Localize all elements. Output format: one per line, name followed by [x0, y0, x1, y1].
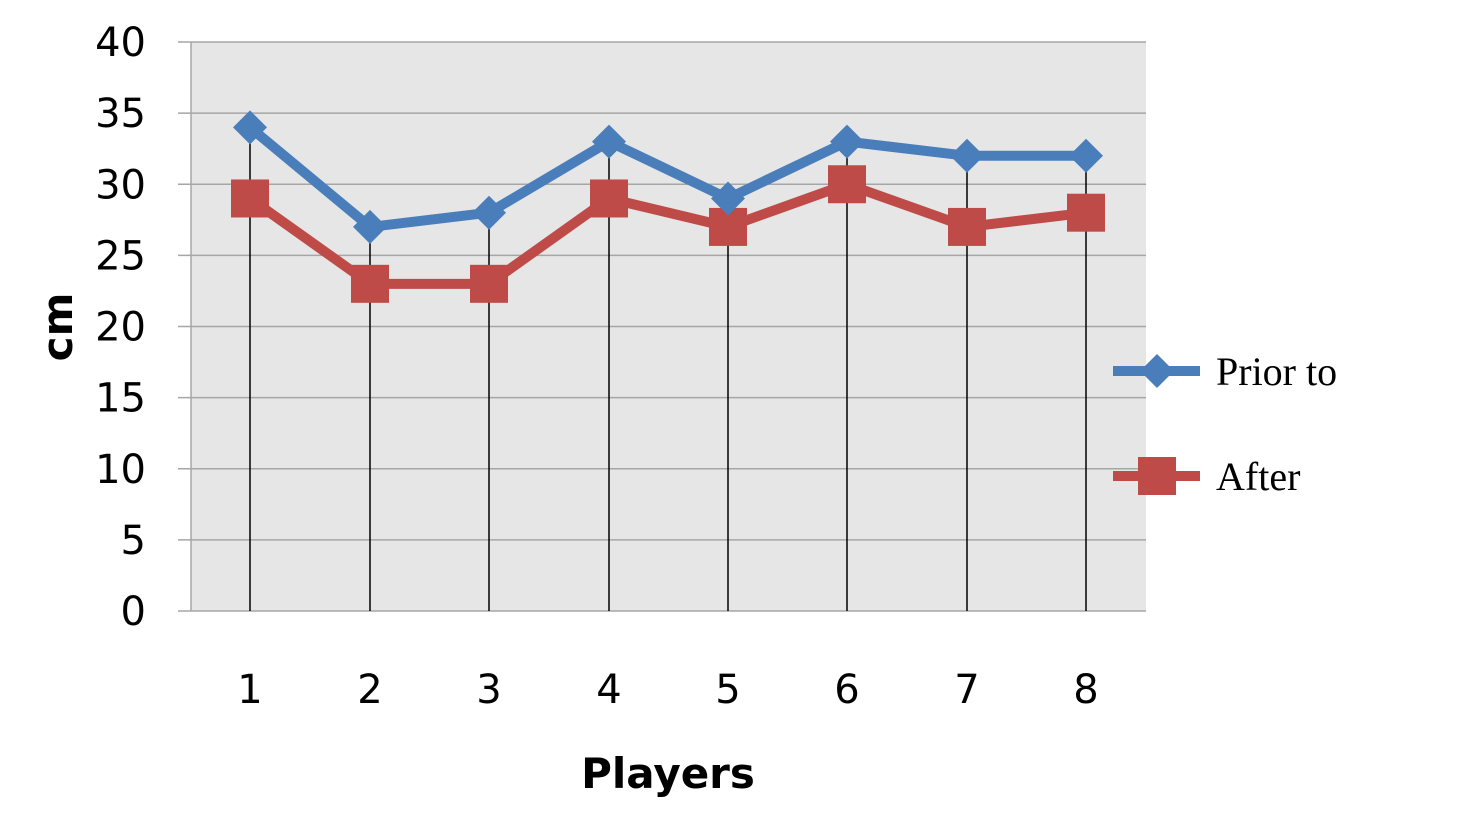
- x-tick-label-4: 4: [596, 667, 621, 713]
- series-lines: [231, 110, 1105, 303]
- series-line-prior-to: [246, 123, 1086, 232]
- legend-label-prior-to: Prior to: [1216, 349, 1337, 394]
- series-line-after: [247, 179, 1087, 289]
- point-after-1: [231, 179, 269, 218]
- x-tick-label-3: 3: [476, 667, 501, 713]
- x-axis-title: Players: [581, 749, 755, 798]
- y-tick-label-30: 30: [95, 162, 146, 208]
- y-tick-label-5: 5: [121, 518, 146, 564]
- point-after-7: [948, 207, 986, 246]
- point-prior-to-3: [472, 195, 506, 230]
- grid-lines: [178, 41, 1146, 612]
- point-prior-to-2: [353, 209, 387, 244]
- x-tick-labels: 1 2 3 4 5 6 7 8: [237, 667, 1098, 713]
- point-after-4: [590, 179, 628, 218]
- x-tick-label-5: 5: [715, 667, 740, 713]
- x-tick-label-6: 6: [834, 667, 859, 713]
- x-tick-label-8: 8: [1073, 667, 1098, 713]
- legend-label-after: After: [1216, 454, 1300, 499]
- y-tick-label-0: 0: [121, 589, 146, 635]
- point-after-8: [1067, 193, 1105, 232]
- y-tick-label-35: 35: [95, 91, 146, 137]
- legend-marker-after: [1138, 457, 1176, 495]
- y-tick-label-10: 10: [95, 447, 146, 493]
- y-axis-title: cm: [33, 293, 82, 362]
- point-prior-to-5: [711, 181, 745, 216]
- legend-marker-prior-to: [1140, 354, 1174, 388]
- y-tick-label-15: 15: [95, 376, 146, 422]
- point-prior-to-1: [233, 110, 267, 145]
- y-tick-label-40: 40: [95, 20, 146, 66]
- y-tick-labels: 0 5 10 15 20 25 30 35 40: [95, 20, 146, 635]
- x-tick-label-2: 2: [357, 667, 382, 713]
- point-after-3: [470, 264, 508, 303]
- point-prior-to-7: [950, 138, 984, 173]
- x-tick-label-7: 7: [954, 667, 979, 713]
- point-prior-to-6: [830, 124, 864, 159]
- point-prior-to-8: [1069, 138, 1103, 173]
- point-prior-to-4: [592, 124, 626, 159]
- y-tick-label-25: 25: [95, 233, 146, 279]
- legend: Prior to After: [1113, 349, 1337, 499]
- point-after-6: [828, 165, 866, 204]
- y-tick-label-20: 20: [95, 305, 146, 351]
- x-tick-label-1: 1: [237, 667, 262, 713]
- point-after-2: [351, 264, 389, 303]
